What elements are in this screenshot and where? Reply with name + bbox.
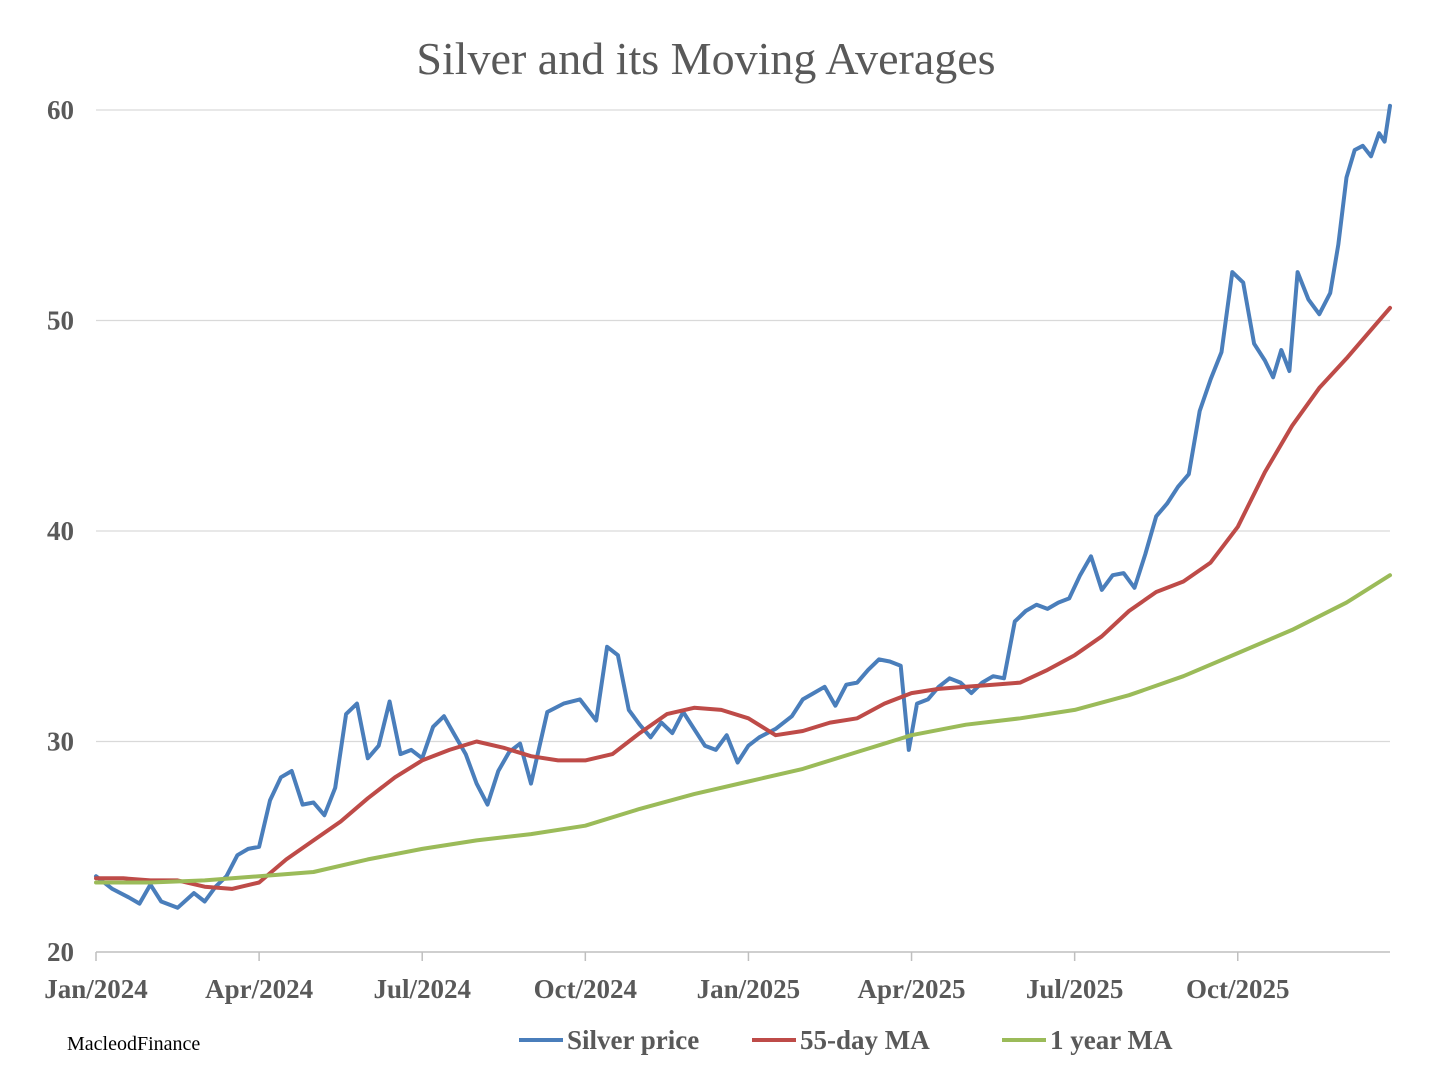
x-axis-tick-labels: Jan/2024 Apr/2024 Jul/2024 Oct/2024 Jan/2025… — [44, 974, 1289, 1004]
x-tick-label: Oct/2024 — [534, 974, 637, 1004]
legend-label-silver-price: Silver price — [567, 1025, 699, 1055]
1-year-ma-line — [94, 573, 1392, 885]
y-tick-label: 50 — [47, 306, 74, 336]
legend-label-1-year-ma: 1 year MA — [1050, 1025, 1173, 1055]
x-tick-label: Oct/2025 — [1186, 974, 1289, 1004]
y-tick-label: 40 — [47, 516, 74, 546]
x-tick-label: Jan/2025 — [697, 974, 801, 1004]
x-axis — [95, 951, 1390, 961]
series-lines — [94, 103, 1392, 910]
y-tick-label: 30 — [47, 727, 74, 757]
legend: Silver price 55-day MA 1 year MA — [519, 1025, 1173, 1055]
x-tick-label: Jul/2025 — [1026, 974, 1124, 1004]
x-tick-label: Apr/2025 — [858, 974, 966, 1004]
x-tick-label: Jul/2024 — [373, 974, 471, 1004]
55-day-ma-line — [94, 305, 1392, 891]
x-tick-label: Apr/2024 — [205, 974, 313, 1004]
y-tick-label: 60 — [47, 95, 74, 125]
gridlines — [96, 109, 1390, 743]
chart-title: Silver and its Moving Averages — [416, 33, 995, 84]
source-credit: MacleodFinance — [67, 1033, 200, 1055]
silver-price-line — [94, 103, 1392, 910]
legend-label-55-day-ma: 55-day MA — [800, 1025, 930, 1055]
y-tick-label: 20 — [47, 937, 74, 967]
y-axis-tick-labels: 20 30 40 50 60 — [47, 95, 74, 967]
x-tick-label: Jan/2024 — [44, 974, 148, 1004]
